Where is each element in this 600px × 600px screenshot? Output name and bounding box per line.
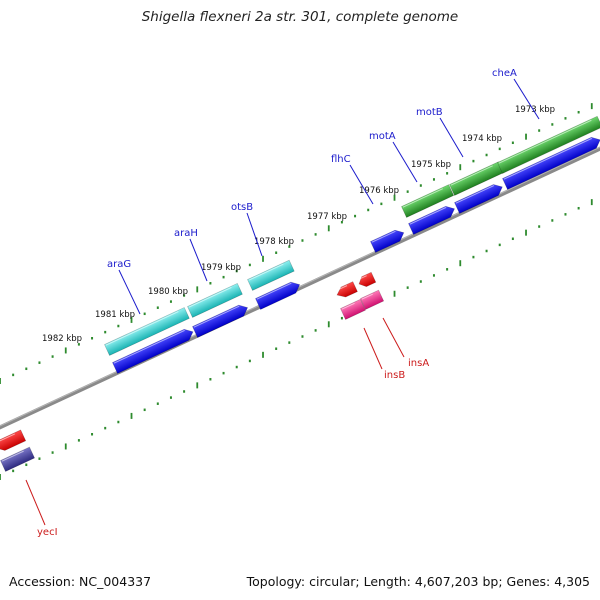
gene-feature-cyan-2[interactable] — [187, 282, 243, 318]
accession-label: Accession: NC_004337 — [9, 574, 152, 589]
gene-label-insA[interactable]: insA — [408, 358, 429, 369]
genome-title: Shigella flexneri 2a str. 301, complete … — [141, 9, 459, 25]
gene-feature-blue-2[interactable] — [192, 302, 250, 338]
gene-feature-green-1[interactable] — [401, 184, 455, 218]
gene-feature-cyan-3[interactable] — [247, 259, 295, 291]
gene-leader-line — [392, 141, 418, 183]
inner-tick-track — [0, 199, 593, 480]
genome-backbone — [0, 146, 600, 430]
kbp-label: 1974 kbp — [462, 134, 502, 144]
gene-label-insB[interactable]: insB — [384, 370, 405, 381]
gene-leader-line — [513, 78, 540, 120]
genome-summary: Topology: circular; Length: 4,607,203 bp… — [246, 574, 590, 589]
gene-label-araG[interactable]: araG — [107, 259, 131, 270]
gene-label-motA[interactable]: motA — [369, 131, 396, 142]
gene-leader-line — [382, 317, 405, 358]
gene-feature-red-2[interactable] — [357, 271, 377, 289]
gene-feature-red-1[interactable] — [335, 281, 358, 300]
gene-label-flhC[interactable]: flhC — [331, 154, 351, 165]
gene-feature-purple-1[interactable] — [0, 446, 35, 472]
kbp-label: 1982 kbp — [42, 334, 82, 344]
gene-leader-line — [25, 479, 46, 526]
gene-feature-pink-1[interactable] — [340, 298, 366, 320]
outer-tick-track — [0, 103, 593, 384]
kbp-label: 1973 kbp — [515, 105, 555, 115]
gene-label-araH[interactable]: araH — [174, 228, 198, 239]
kbp-label: 1979 kbp — [201, 263, 241, 273]
gene-label-cheA[interactable]: cheA — [492, 68, 517, 79]
genome-backbone-highlight — [0, 146, 600, 427]
gene-feature-blue-3[interactable] — [255, 279, 302, 310]
gene-feature-green-3[interactable] — [497, 115, 600, 174]
kbp-label: 1975 kbp — [411, 160, 451, 170]
kbp-label: 1976 kbp — [359, 186, 399, 196]
gene-leader-line — [118, 269, 141, 315]
kbp-label: 1977 kbp — [307, 212, 347, 222]
gene-label-yecI[interactable]: yecI — [37, 527, 58, 538]
gene-leader-line — [246, 212, 263, 257]
gene-feature-blue-6[interactable] — [454, 181, 504, 214]
kbp-label: 1978 kbp — [254, 237, 294, 247]
gene-leader-line — [189, 238, 208, 282]
gene-features — [0, 115, 600, 472]
gene-feature-blue-1[interactable] — [112, 326, 195, 374]
gene-label-motB[interactable]: motB — [416, 107, 443, 118]
gene-feature-blue-5[interactable] — [408, 203, 457, 235]
gene-feature-pink-2[interactable] — [360, 289, 385, 310]
kbp-label: 1980 kbp — [148, 287, 188, 297]
kbp-label: 1981 kbp — [95, 310, 135, 320]
kbp-scale-labels: 1973 kbp 1974 kbp 1975 kbp 1976 kbp 1977 kbp… — [42, 105, 555, 344]
gene-leader-line — [363, 327, 383, 370]
gene-feature-blue-7[interactable] — [502, 134, 600, 190]
gene-label-otsB[interactable]: otsB — [231, 202, 253, 213]
gene-leader-line — [349, 164, 374, 205]
gene-leader-line — [439, 117, 464, 158]
gene-feature-red-3[interactable] — [0, 429, 27, 454]
gene-feature-blue-4[interactable] — [370, 227, 406, 253]
gene-feature-cyan-1[interactable] — [104, 307, 190, 356]
